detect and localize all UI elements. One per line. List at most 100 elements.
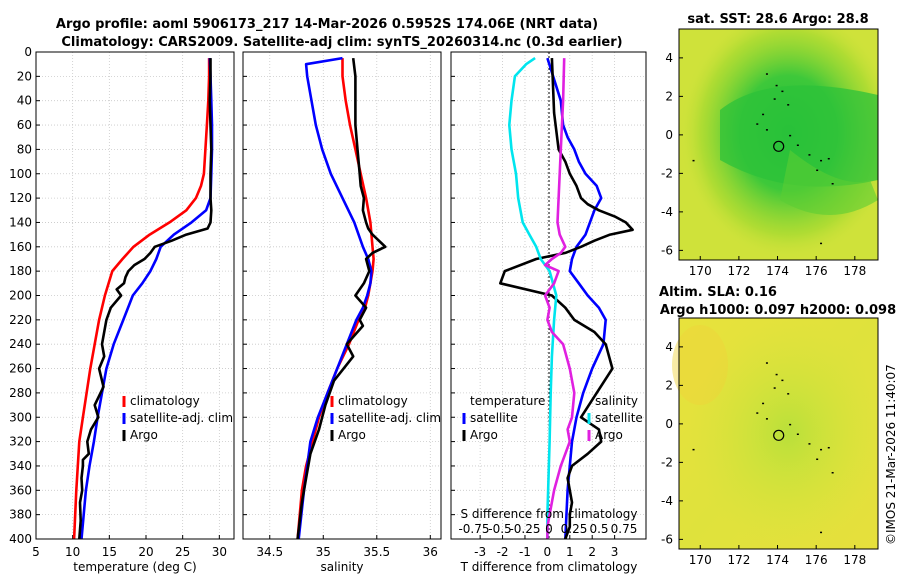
latitude-tick-label: 0 [665,417,673,431]
x-tick-label: -3 [474,545,486,559]
series-s-argo [543,58,576,539]
island-marker [816,458,819,461]
depth-tick-label: 300 [9,410,32,424]
island-marker [789,134,792,137]
latitude-tick-label: -6 [661,243,673,257]
longitude-tick-label: 174 [766,553,789,567]
island-marker [789,423,792,426]
s-tick-label: 0.75 [611,522,638,536]
depth-tick-label: 100 [9,167,32,181]
x-tick-label: -2 [497,545,509,559]
latitude-tick-label: -2 [661,455,673,469]
legend-argo-label: Argo [338,428,366,442]
island-marker [816,169,819,172]
x-tick-label: 3 [611,545,619,559]
island-marker [781,90,784,93]
depth-tick-label: 60 [17,118,32,132]
sst-map-panel: sat. SST: 28.6 Argo: 28.8 170 172 174 176 17… [661,12,879,278]
island-marker [765,418,768,420]
island-marker [787,104,790,106]
island-marker [796,144,799,146]
island-marker [773,387,776,389]
island-marker [820,448,823,451]
island-marker [831,472,834,474]
longitude-tick-label: 174 [766,264,789,278]
series-s-satellite [507,57,558,539]
argo-float-marker [773,429,785,441]
legend-t-satellite-label: satellite [470,411,518,425]
longitude-tick-label: 170 [689,553,712,567]
depth-tick-label: 260 [9,362,32,376]
series-t-argo [498,58,634,540]
island-marker [827,446,830,449]
sst-south-tongue [780,150,878,215]
x-tick-label: 15 [102,545,117,559]
island-marker [781,379,784,382]
sla-map-title: Altim. SLA: 0.16 [659,285,777,300]
island-marker [787,393,790,395]
temperature-axes-box [35,51,235,540]
legend-argo-label: Argo [130,428,158,442]
s-difference-tick-labels: -0.75 -0.5 -0.25 0 0.25 0.5 0.75 [458,522,637,536]
s-difference-xlabel: S difference from climatology [461,507,638,521]
latitude-tick-label: -2 [661,166,673,180]
t-difference-xlabel: T difference from climatology [460,560,638,574]
depth-tick-label: 340 [9,459,32,473]
difference-axes-box [450,51,647,540]
depth-tick-label: 400 [9,532,32,546]
longitude-tick-label: 176 [805,553,828,567]
longitude-tick-label: 172 [727,264,750,278]
salinity-xlabel: salinity [320,560,363,574]
x-tick-label: 10 [65,545,80,559]
island-marker [831,183,834,185]
depth-tick-label: 200 [9,289,32,303]
depth-tick-label: 120 [9,191,32,205]
temperature-xlabel: temperature (deg C) [73,560,196,574]
island-marker [692,159,695,162]
series-satellite-adj-clim [297,56,373,540]
x-tick-label: 35.5 [363,545,390,559]
series-t-satellite [546,57,608,540]
x-tick-label: -1 [519,545,531,559]
x-tick-label: 34.5 [256,545,283,559]
depth-tick-label: 360 [9,483,32,497]
s-tick-label: 0.5 [589,522,608,536]
s-tick-label: -0.5 [488,522,511,536]
x-tick-label: 20 [138,545,153,559]
longitude-tick-label: 172 [727,553,750,567]
depth-tick-label: 320 [9,435,32,449]
argo-float-marker [773,140,785,152]
latitude-tick-label: 0 [665,128,673,142]
x-tick-label: 0 [544,545,552,559]
x-tick-label: 35 [316,545,331,559]
island-marker [775,373,778,376]
sla-map-frame [678,317,879,550]
series-climatology [72,58,211,540]
x-tick-label: 30 [212,545,227,559]
salinity-panel: 34.5 35 35.5 36 salinity climatology satell… [242,51,442,574]
depth-tick-label: 20 [17,69,32,83]
depth-tick-label: 140 [9,215,32,229]
island-marker [765,362,768,364]
salinity-axes-box [242,51,442,540]
salinity-difference-legend: salinity satellite Argo [587,394,643,442]
legend-t-argo-label: Argo [470,428,498,442]
island-marker [820,159,823,162]
latitude-tick-label: 4 [665,340,673,354]
island-marker [692,448,695,451]
depth-tick-label: 80 [17,142,32,156]
x-tick-label: 2 [588,545,596,559]
temperature-legend: climatology satellite-adj. clim Argo [122,394,233,442]
sst-map-frame [678,28,879,261]
sst-core-region [720,85,878,187]
island-marker [756,123,759,125]
sla-positive-region [679,318,878,549]
island-marker [808,154,811,156]
latitude-tick-label: 2 [665,89,673,103]
depth-tick-label: 220 [9,313,32,327]
depth-tick-label: 160 [9,240,32,254]
island-marker [765,129,768,131]
series-argo [78,58,213,540]
island-marker [808,443,811,445]
